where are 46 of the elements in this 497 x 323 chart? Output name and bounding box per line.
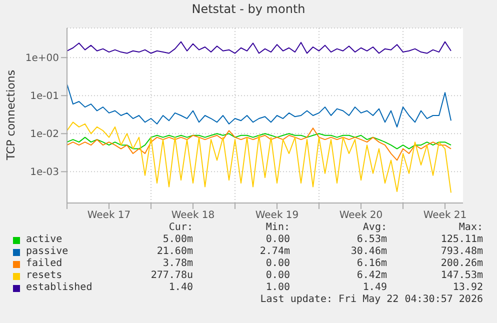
x-tick-label: Week 18 bbox=[171, 210, 215, 222]
text: Avg: bbox=[362, 222, 387, 233]
text: 30.46m bbox=[350, 246, 387, 257]
y-tick-label: 1e-02 bbox=[30, 129, 59, 140]
text: 1.49 bbox=[362, 282, 387, 293]
text: 3.78m bbox=[162, 258, 193, 269]
text: 5.00m bbox=[162, 234, 193, 245]
text: 0.00 bbox=[266, 234, 290, 245]
line-series bbox=[67, 84, 452, 128]
line-series bbox=[67, 41, 452, 54]
y-tick-label: 1e-01 bbox=[30, 91, 59, 102]
text: 277.78u bbox=[150, 270, 193, 281]
text: 793.48m bbox=[440, 246, 483, 257]
text: 6.16m bbox=[356, 258, 387, 269]
legend-label: active bbox=[26, 234, 62, 245]
y-tick-label: 1e-03 bbox=[30, 167, 59, 178]
legend-label: passive bbox=[26, 246, 68, 257]
text: 1.00 bbox=[266, 282, 290, 293]
x-tick-label: Week 19 bbox=[255, 210, 299, 222]
text: Cur: bbox=[168, 222, 193, 233]
text: 147.53m bbox=[440, 270, 483, 281]
text: 13.92 bbox=[452, 282, 483, 293]
chart-title: Netstat - by month bbox=[190, 2, 306, 16]
y-axis-title: TCP connections bbox=[4, 70, 18, 160]
text: 6.42m bbox=[356, 270, 387, 281]
y-tick-label: 1e+00 bbox=[25, 53, 59, 64]
x-tick-label: Week 20 bbox=[339, 210, 383, 222]
legend-label: resets bbox=[26, 270, 62, 281]
line-series bbox=[67, 122, 452, 194]
text: 0.00 bbox=[266, 258, 290, 269]
text: Min: bbox=[266, 222, 290, 233]
text: 21.60m bbox=[156, 246, 193, 257]
line-series bbox=[67, 128, 452, 161]
text: 200.26m bbox=[440, 258, 483, 269]
legend-label: established bbox=[26, 282, 92, 293]
text: 1.40 bbox=[168, 282, 193, 293]
text: 125.11m bbox=[440, 234, 483, 245]
text: Max: bbox=[458, 222, 483, 233]
text: 0.00 bbox=[266, 270, 290, 281]
x-tick-label: Week 17 bbox=[87, 210, 131, 222]
text: 2.74m bbox=[260, 246, 290, 257]
text: Last update: Fri May 22 04:30:57 2026 bbox=[260, 294, 483, 305]
text: 6.53m bbox=[356, 234, 387, 245]
legend-label: failed bbox=[26, 258, 62, 269]
line-series bbox=[67, 133, 452, 150]
x-tick-label: Week 21 bbox=[423, 210, 467, 222]
